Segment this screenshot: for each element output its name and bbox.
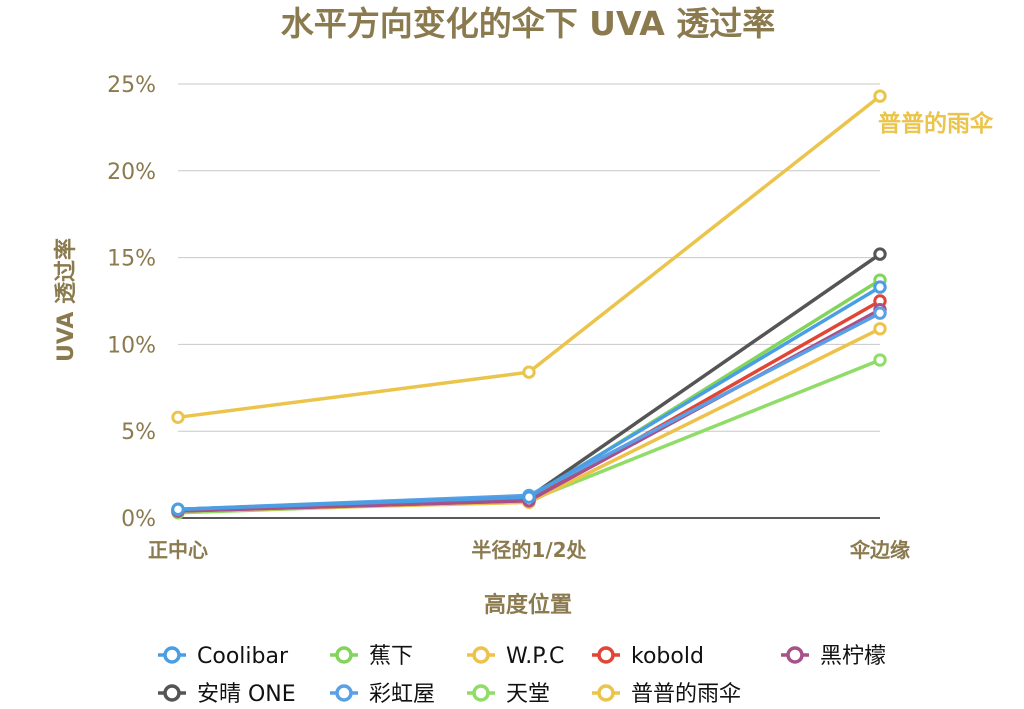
legend-item: W.P.C bbox=[467, 644, 564, 669]
legend-swatch-marker bbox=[472, 646, 490, 664]
y-tick-label: 5% bbox=[121, 420, 156, 445]
series-series-6 bbox=[171, 306, 887, 517]
series-annotation: 普普的雨伞 bbox=[878, 110, 994, 137]
legend-label: 彩虹屋 bbox=[369, 682, 435, 705]
series-line bbox=[176, 278, 882, 513]
chart-title: 水平方向变化的伞下 UVA 透过率 bbox=[281, 4, 776, 43]
series-w-p-c bbox=[171, 322, 887, 518]
series-line bbox=[176, 311, 882, 512]
y-tick-label: 15% bbox=[107, 247, 156, 272]
series-coolibar bbox=[171, 280, 887, 517]
x-tick-label: 伞边缘 bbox=[849, 538, 910, 562]
legend-swatch-marker bbox=[163, 646, 181, 664]
data-point bbox=[873, 353, 887, 367]
legend-item: 普普的雨伞 bbox=[592, 682, 741, 707]
data-point bbox=[873, 280, 887, 294]
series-lines bbox=[171, 89, 887, 520]
legend-label: 黑柠檬 bbox=[820, 644, 886, 669]
legend-item: 彩虹屋 bbox=[330, 682, 435, 707]
legend-item: Coolibar bbox=[158, 644, 289, 669]
data-point bbox=[873, 247, 887, 261]
legend-label: 天堂 bbox=[506, 682, 550, 705]
legend-swatch-marker bbox=[335, 646, 353, 664]
y-tick-label: 20% bbox=[107, 160, 156, 185]
y-tick-label: 25% bbox=[107, 73, 156, 98]
legend-item: 安晴 ONE bbox=[158, 682, 296, 707]
legend-item: 天堂 bbox=[467, 682, 550, 707]
legend-label: W.P.C bbox=[506, 644, 564, 669]
legend-label: kobold bbox=[631, 644, 704, 669]
x-tick-label: 正中心 bbox=[148, 538, 208, 562]
x-axis-title: 高度位置 bbox=[484, 592, 572, 618]
legend-swatch-marker bbox=[597, 646, 615, 664]
series-kobold bbox=[171, 294, 887, 518]
series-line bbox=[176, 299, 882, 513]
legend-item: 蕉下 bbox=[330, 644, 413, 669]
legend-label: 安晴 ONE bbox=[197, 682, 296, 705]
data-point bbox=[171, 410, 185, 425]
series-line bbox=[176, 285, 882, 512]
data-point bbox=[522, 365, 536, 379]
x-tick-label: 半径的1/2处 bbox=[471, 538, 587, 562]
legend-swatch-marker bbox=[163, 684, 181, 702]
data-point bbox=[873, 322, 887, 336]
legend-swatch-marker bbox=[335, 684, 353, 702]
data-point bbox=[522, 490, 536, 504]
legend-item: 黑柠檬 bbox=[781, 644, 886, 669]
legend-label: Coolibar bbox=[197, 644, 289, 669]
gridlines bbox=[178, 83, 880, 432]
legend-label: 蕉下 bbox=[369, 644, 413, 669]
data-point bbox=[873, 306, 887, 320]
legend-swatch-marker bbox=[472, 684, 490, 702]
series-series-4 bbox=[171, 302, 887, 518]
series-line bbox=[176, 327, 882, 513]
legend-swatch-marker bbox=[786, 646, 804, 664]
data-point bbox=[873, 89, 887, 103]
series-one bbox=[171, 247, 887, 517]
legend-swatch-marker bbox=[597, 684, 615, 702]
legend-label: 普普的雨伞 bbox=[631, 682, 741, 705]
data-point bbox=[171, 502, 185, 517]
series-series-8 bbox=[171, 89, 887, 425]
legend-item: kobold bbox=[592, 644, 704, 669]
text-labels: 水平方向变化的伞下 UVA 透过率 0% 5% 10% 15% 20% 25% 正中心 半径的1… bbox=[53, 4, 994, 618]
y-tick-label: 10% bbox=[107, 333, 156, 358]
series-line bbox=[176, 307, 882, 513]
y-axis-title: UVA 透过率 bbox=[53, 238, 79, 362]
y-tick-label: 0% bbox=[121, 507, 156, 532]
series-series-1 bbox=[171, 273, 887, 518]
